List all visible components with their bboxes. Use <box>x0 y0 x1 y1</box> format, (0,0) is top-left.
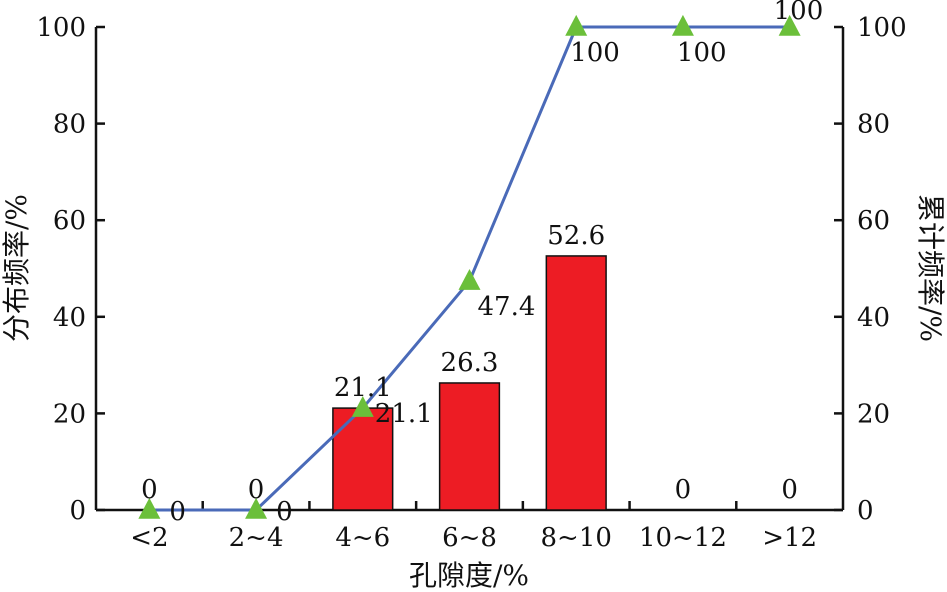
bar-data-label: 0 <box>141 475 158 505</box>
y-tick-right-label: 40 <box>857 303 890 333</box>
y-tick-left-label: 80 <box>53 110 86 140</box>
y-tick-right-label: 0 <box>857 496 874 526</box>
left-ticks: 0 20 40 60 80 100 <box>36 13 105 526</box>
bar-data-label: 0 <box>248 475 265 505</box>
cumulative-marker <box>458 268 481 290</box>
y-tick-left-label: 60 <box>53 206 86 236</box>
cumulative-marker <box>351 395 374 417</box>
y-tick-left-label: 40 <box>53 303 86 333</box>
bar-data-label: 0 <box>675 475 692 505</box>
x-tick-label: 8~10 <box>541 523 612 553</box>
markers <box>138 14 801 519</box>
x-tick-label: 4~6 <box>335 523 390 553</box>
cumulative-marker <box>778 14 801 36</box>
line-data-label: 0 <box>169 497 186 527</box>
x-tick-label: 10~12 <box>639 523 727 553</box>
x-tick-label: <2 <box>130 523 168 553</box>
bar-data-label: 21.1 <box>334 373 392 403</box>
y-tick-left-label: 100 <box>36 13 86 43</box>
y-tick-right-label: 20 <box>857 399 890 429</box>
bar-data-label: 52.6 <box>547 221 605 251</box>
bars <box>332 255 607 511</box>
x-ticks: <2 2~4 4~6 6~8 8~10 10~12 >12 <box>130 501 817 553</box>
y2-axis-title: 累计频率/% <box>914 194 947 342</box>
line-data-label: 0 <box>276 497 293 527</box>
bar-data-label: 0 <box>781 475 798 505</box>
x-tick-label: 6~8 <box>442 523 497 553</box>
x-tick-label: >12 <box>762 523 817 553</box>
y-tick-left-label: 0 <box>69 496 86 526</box>
bar <box>545 255 607 511</box>
cumulative-marker <box>671 14 694 36</box>
line-data-label: 100 <box>774 0 824 26</box>
right-ticks: 0 20 40 60 80 100 <box>834 13 907 526</box>
y-tick-right-label: 60 <box>857 206 890 236</box>
cumulative-marker <box>138 497 161 519</box>
line-data-label: 21.1 <box>375 399 433 429</box>
bar-data-label: 26.3 <box>441 348 499 378</box>
line-data-label: 100 <box>570 38 620 68</box>
x-axis-title: 孔隙度/% <box>409 559 529 592</box>
bar-labels: 0 0 21.1 26.3 52.6 0 0 <box>141 221 798 505</box>
bar <box>438 382 501 511</box>
y-tick-left-label: 20 <box>53 399 86 429</box>
line-data-label: 100 <box>677 38 727 68</box>
y-tick-right-label: 100 <box>857 13 907 43</box>
cumulative-marker <box>245 497 268 519</box>
x-tick-label: 2~4 <box>229 523 284 553</box>
cumulative-marker <box>565 14 588 36</box>
y-tick-right-label: 80 <box>857 110 890 140</box>
line-data-label: 47.4 <box>478 292 536 322</box>
y-axis-title: 分布频率/% <box>0 194 33 342</box>
